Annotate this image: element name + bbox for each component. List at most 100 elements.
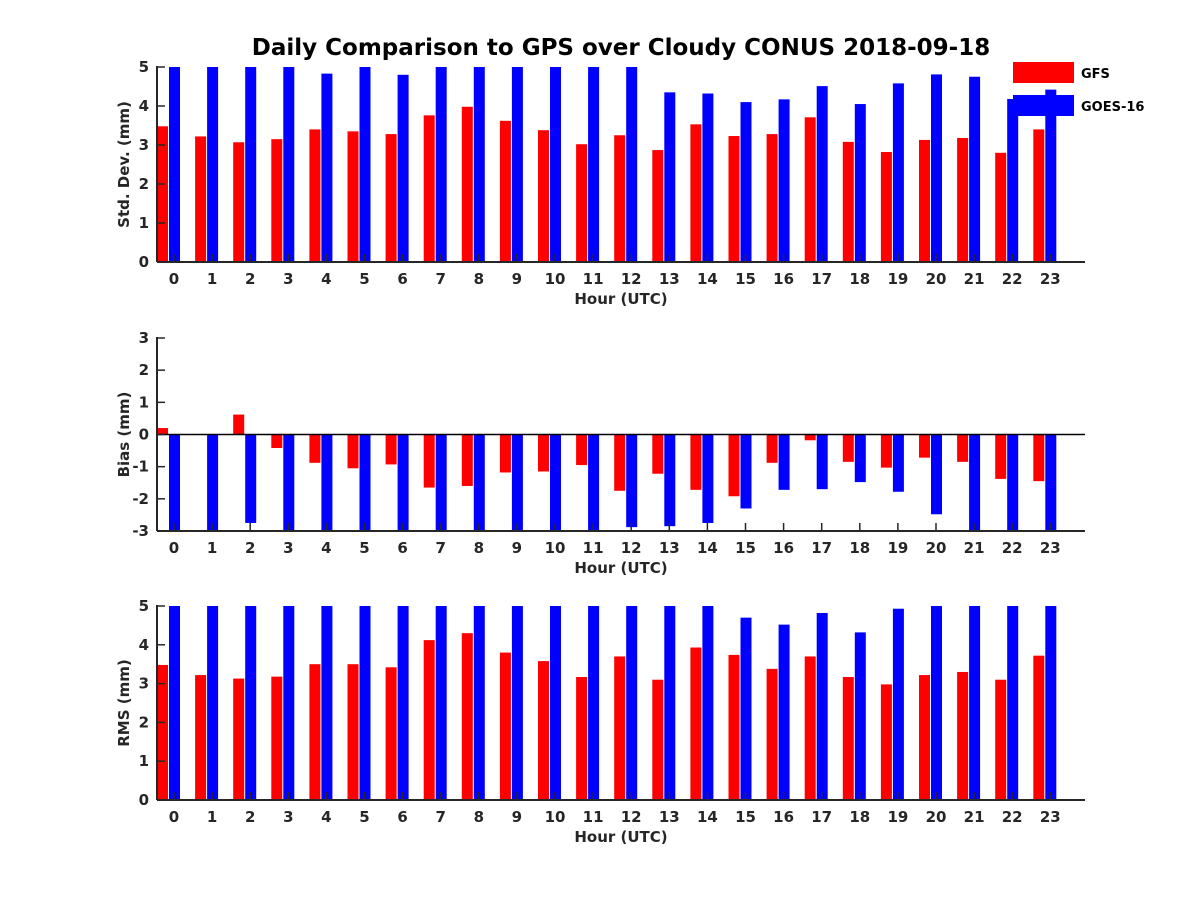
stddev-bar-gfs-22: [995, 152, 1007, 262]
stddev-bar-gfs-1: [195, 136, 207, 262]
stddev-x-tick-label: 8: [474, 270, 484, 288]
bias-x-tick-label: 13: [659, 539, 680, 557]
rms-bar-gfs-10: [538, 661, 549, 800]
rms-bar-goes16-1: [207, 606, 219, 800]
rms-x-tick-label: 5: [359, 808, 369, 826]
bias-bar-gfs-2: [233, 414, 245, 435]
stddev-x-tick-label: 13: [659, 270, 680, 288]
bias-bar-gfs-7: [423, 434, 435, 488]
stddev-bar-goes16-7: [435, 67, 447, 262]
stddev-x-tick-label: 6: [397, 270, 407, 288]
rms-bar-goes16-13: [664, 606, 676, 800]
rms-x-tick-label: 2: [245, 808, 255, 826]
rms-bar-goes16-0: [169, 606, 180, 800]
rms-bar-gfs-12: [614, 656, 626, 800]
rms-bar-gfs-0: [157, 664, 168, 800]
bias-bar-gfs-4: [309, 434, 321, 463]
rms-bar-goes16-11: [588, 606, 600, 800]
rms-bar-gfs-1: [195, 675, 207, 800]
bias-bar-goes16-16: [778, 434, 790, 490]
stddev-x-tick-label: 14: [697, 270, 718, 288]
stddev-bar-goes16-21: [969, 76, 981, 262]
stddev-bar-gfs-18: [842, 141, 854, 262]
rms-bar-gfs-6: [385, 667, 397, 800]
rms-y-tick-label: 4: [139, 636, 149, 654]
bias-bar-gfs-5: [347, 434, 359, 469]
stddev-bar-gfs-12: [614, 135, 626, 262]
rms-y-tick-label: 5: [139, 597, 149, 615]
stddev-bar-gfs-0: [157, 126, 168, 262]
legend-label-gfs: GFS: [1081, 67, 1110, 82]
stddev-x-tick-label: 10: [545, 270, 566, 288]
rms-x-tick-label: 8: [474, 808, 484, 826]
stddev-x-tick-label: 17: [811, 270, 832, 288]
bias-bar-goes16-21: [969, 434, 981, 531]
stddev-x-tick-label: 3: [283, 270, 293, 288]
bias-x-tick-label: 5: [359, 539, 369, 557]
rms-bar-gfs-22: [995, 679, 1007, 800]
rms-x-tick-label: 23: [1040, 808, 1061, 826]
stddev-y-tick-label: 2: [139, 175, 149, 193]
stddev-bar-gfs-9: [499, 120, 511, 262]
bias-x-tick-label: 22: [1002, 539, 1023, 557]
legend: GFS GOES-16: [1013, 62, 1144, 116]
stddev-bar-gfs-15: [728, 136, 740, 262]
bias-bar-gfs-14: [690, 434, 702, 490]
bias-bar-gfs-10: [538, 434, 549, 472]
bias-bar-gfs-22: [995, 434, 1007, 479]
stddev-x-tick-label: 0: [169, 270, 179, 288]
bias-x-tick-label: 21: [964, 539, 985, 557]
bias-x-tick-label: 0: [169, 539, 179, 557]
rms-x-tick-label: 3: [283, 808, 293, 826]
bias-bar-goes16-13: [664, 434, 676, 527]
stddev-y-tick-label: 4: [139, 97, 149, 115]
bias-bar-gfs-0: [157, 428, 168, 435]
rms-x-tick-label: 17: [811, 808, 832, 826]
rms-bar-goes16-21: [969, 606, 981, 800]
bias-bar-gfs-8: [461, 434, 473, 486]
bias-bar-gfs-19: [880, 434, 892, 468]
rms-x-tick-label: 12: [621, 808, 642, 826]
rms-x-tick-label: 20: [926, 808, 947, 826]
stddev-bar-gfs-23: [1033, 129, 1045, 262]
rms-bar-goes16-18: [854, 632, 866, 800]
stddev-y-tick-label: 3: [139, 136, 149, 154]
bias-bar-gfs-15: [728, 434, 740, 497]
bias-x-tick-label: 17: [811, 539, 832, 557]
stddev-bar-goes16-5: [359, 67, 371, 262]
stddev-bar-gfs-19: [880, 152, 892, 262]
bias-bar-goes16-1: [207, 434, 219, 531]
bias-y-tick-label: -1: [132, 458, 149, 476]
rms-x-tick-label: 13: [659, 808, 680, 826]
chart-title: Daily Comparison to GPS over Cloudy CONU…: [252, 35, 990, 61]
stddev-y-tick-label: 1: [139, 214, 149, 232]
rms-bar-gfs-19: [880, 684, 892, 800]
stddev-bar-gfs-16: [766, 134, 778, 262]
bias-x-tick-label: 7: [435, 539, 445, 557]
stddev-bar-goes16-3: [283, 67, 295, 262]
rms-x-tick-label: 19: [887, 808, 908, 826]
stddev-x-tick-label: 15: [735, 270, 756, 288]
bias-bar-gfs-3: [271, 434, 283, 449]
rms-y-tick-label: 3: [139, 675, 149, 693]
stddev-bar-gfs-20: [919, 139, 930, 262]
rms-bar-gfs-7: [423, 640, 435, 800]
stddev-bar-goes16-9: [511, 67, 523, 262]
bias-x-tick-label: 20: [926, 539, 947, 557]
bias-x-tick-label: 2: [245, 539, 255, 557]
stddev-x-tick-label: 4: [321, 270, 331, 288]
rms-bar-goes16-12: [626, 606, 638, 800]
stddev-y-tick-label: 5: [139, 58, 149, 76]
rms-bar-gfs-21: [957, 671, 969, 800]
stddev-x-tick-label: 20: [926, 270, 947, 288]
rms-bar-gfs-4: [309, 664, 321, 800]
stddev-bar-goes16-19: [892, 83, 904, 262]
stddev-bar-gfs-3: [271, 139, 283, 262]
stddev-bar-gfs-6: [385, 134, 397, 262]
stddev-x-tick-label: 23: [1040, 270, 1061, 288]
rms-bar-goes16-10: [550, 606, 561, 800]
bias-bar-gfs-6: [385, 434, 397, 465]
rms-bar-goes16-2: [245, 606, 257, 800]
stddev-x-tick-label: 18: [849, 270, 870, 288]
